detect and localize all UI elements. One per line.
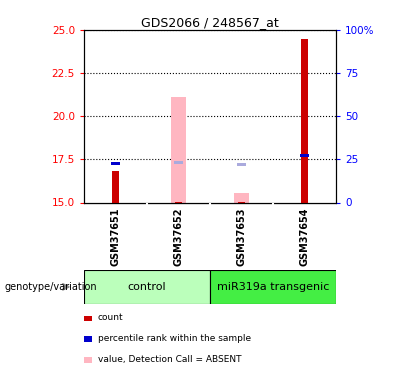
Text: GSM37652: GSM37652: [173, 207, 184, 266]
Bar: [171, 97, 186, 202]
Text: count: count: [98, 314, 123, 322]
Text: genotype/variation: genotype/variation: [4, 282, 97, 292]
Text: GSM37651: GSM37651: [110, 207, 121, 266]
Bar: [301, 39, 308, 203]
Bar: [174, 161, 183, 164]
Text: value, Detection Call = ABSENT: value, Detection Call = ABSENT: [98, 355, 242, 364]
Bar: [112, 171, 119, 202]
Bar: [111, 162, 120, 165]
Text: percentile rank within the sample: percentile rank within the sample: [98, 334, 251, 343]
Text: GSM37653: GSM37653: [236, 207, 247, 266]
Bar: [84, 270, 210, 304]
Bar: [300, 153, 309, 157]
Text: control: control: [128, 282, 166, 292]
Text: GSM37654: GSM37654: [299, 207, 310, 266]
Bar: [237, 163, 246, 166]
Title: GDS2066 / 248567_at: GDS2066 / 248567_at: [141, 16, 279, 29]
Bar: [234, 193, 249, 202]
Bar: [210, 270, 336, 304]
Text: miR319a transgenic: miR319a transgenic: [217, 282, 329, 292]
